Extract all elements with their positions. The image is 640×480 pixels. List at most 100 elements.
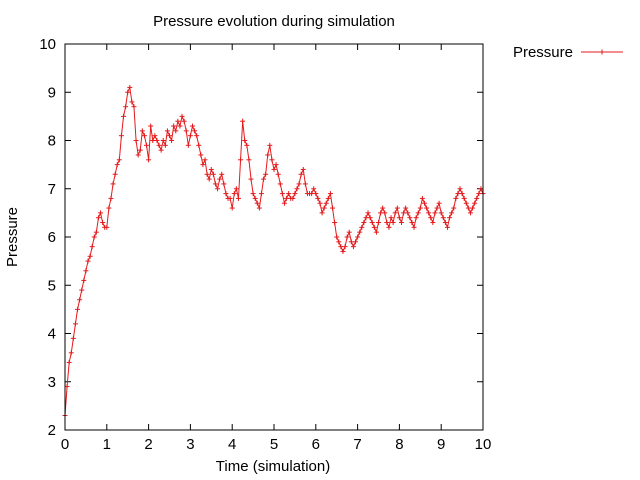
data-point (386, 224, 392, 230)
data-point (206, 176, 212, 182)
data-point (204, 171, 210, 177)
x-tick-label: 5 (270, 436, 278, 453)
data-point (467, 210, 473, 216)
data-point (212, 181, 218, 187)
data-point (430, 220, 436, 226)
data-point (419, 195, 425, 201)
data-point (378, 210, 384, 216)
data-point (271, 166, 277, 172)
data-point (369, 220, 375, 226)
x-tick-label: 9 (437, 436, 445, 453)
data-point (141, 133, 147, 139)
data-point (85, 258, 91, 264)
data-point (465, 205, 471, 211)
data-point (156, 142, 162, 148)
data-point (146, 157, 152, 163)
plot-area (62, 84, 486, 419)
data-point (384, 220, 390, 226)
data-point (440, 215, 446, 221)
data-point (185, 142, 191, 148)
data-point (388, 215, 394, 221)
data-point (252, 195, 258, 201)
data-point (461, 195, 467, 201)
plot-frame (64, 43, 484, 431)
data-point (235, 195, 241, 201)
data-point (200, 162, 206, 168)
data-point (254, 200, 260, 206)
data-point (100, 220, 106, 226)
data-point (79, 287, 85, 293)
data-point (353, 239, 359, 245)
data-point (169, 138, 175, 143)
data-point (365, 210, 371, 216)
data-point (93, 229, 99, 235)
data-point (359, 224, 365, 230)
data-point (355, 234, 361, 240)
data-point (139, 128, 145, 134)
data-point (417, 205, 423, 211)
data-point (148, 123, 154, 129)
data-point (137, 147, 143, 153)
data-point (265, 152, 271, 158)
data-point (244, 142, 250, 148)
data-point (154, 138, 160, 143)
data-point (315, 195, 321, 201)
data-point (144, 142, 150, 148)
data-point (273, 162, 279, 168)
legend-label-pressure: Pressure (513, 44, 573, 61)
data-point (424, 205, 430, 211)
data-point (118, 133, 124, 139)
data-point (131, 104, 137, 110)
data-point (121, 113, 127, 119)
data-point (133, 138, 139, 143)
data-point (361, 220, 367, 226)
data-point (162, 142, 168, 148)
data-point (357, 229, 363, 235)
data-point (382, 210, 388, 216)
data-point (300, 166, 306, 172)
data-point (325, 195, 331, 201)
data-point (263, 171, 269, 177)
data-point (327, 191, 333, 197)
data-point (317, 200, 323, 206)
data-point (463, 200, 469, 206)
data-point (296, 181, 302, 187)
data-point (470, 205, 476, 211)
data-point (269, 157, 275, 163)
x-tick-label: 10 (475, 436, 492, 453)
data-point (164, 128, 170, 134)
data-point (302, 181, 308, 187)
data-point (171, 123, 177, 129)
y-tick-label: 6 (48, 229, 56, 246)
data-point (346, 229, 352, 235)
data-point (474, 195, 480, 201)
data-point (390, 220, 396, 226)
data-point (181, 118, 187, 124)
data-point (394, 205, 400, 211)
data-point (403, 205, 409, 211)
data-point (284, 195, 290, 201)
data-point (447, 215, 453, 221)
data-point (112, 171, 118, 177)
data-point (158, 147, 164, 153)
y-tick-label: 10 (39, 36, 56, 53)
data-point (348, 239, 354, 245)
data-point (449, 210, 455, 216)
data-point (428, 215, 434, 221)
data-point (87, 253, 93, 259)
data-point (309, 191, 315, 197)
data-point (401, 210, 407, 216)
data-point (219, 171, 225, 177)
data-point (187, 133, 193, 139)
data-point (215, 186, 221, 192)
data-point (409, 220, 415, 226)
data-point (179, 113, 185, 119)
data-point (238, 157, 244, 163)
data-point (72, 321, 78, 327)
data-point (405, 210, 411, 216)
x-tick-label: 0 (61, 436, 69, 453)
data-point (240, 118, 246, 124)
data-point (367, 215, 373, 221)
data-point (227, 195, 233, 201)
x-tick-label: 6 (312, 436, 320, 453)
